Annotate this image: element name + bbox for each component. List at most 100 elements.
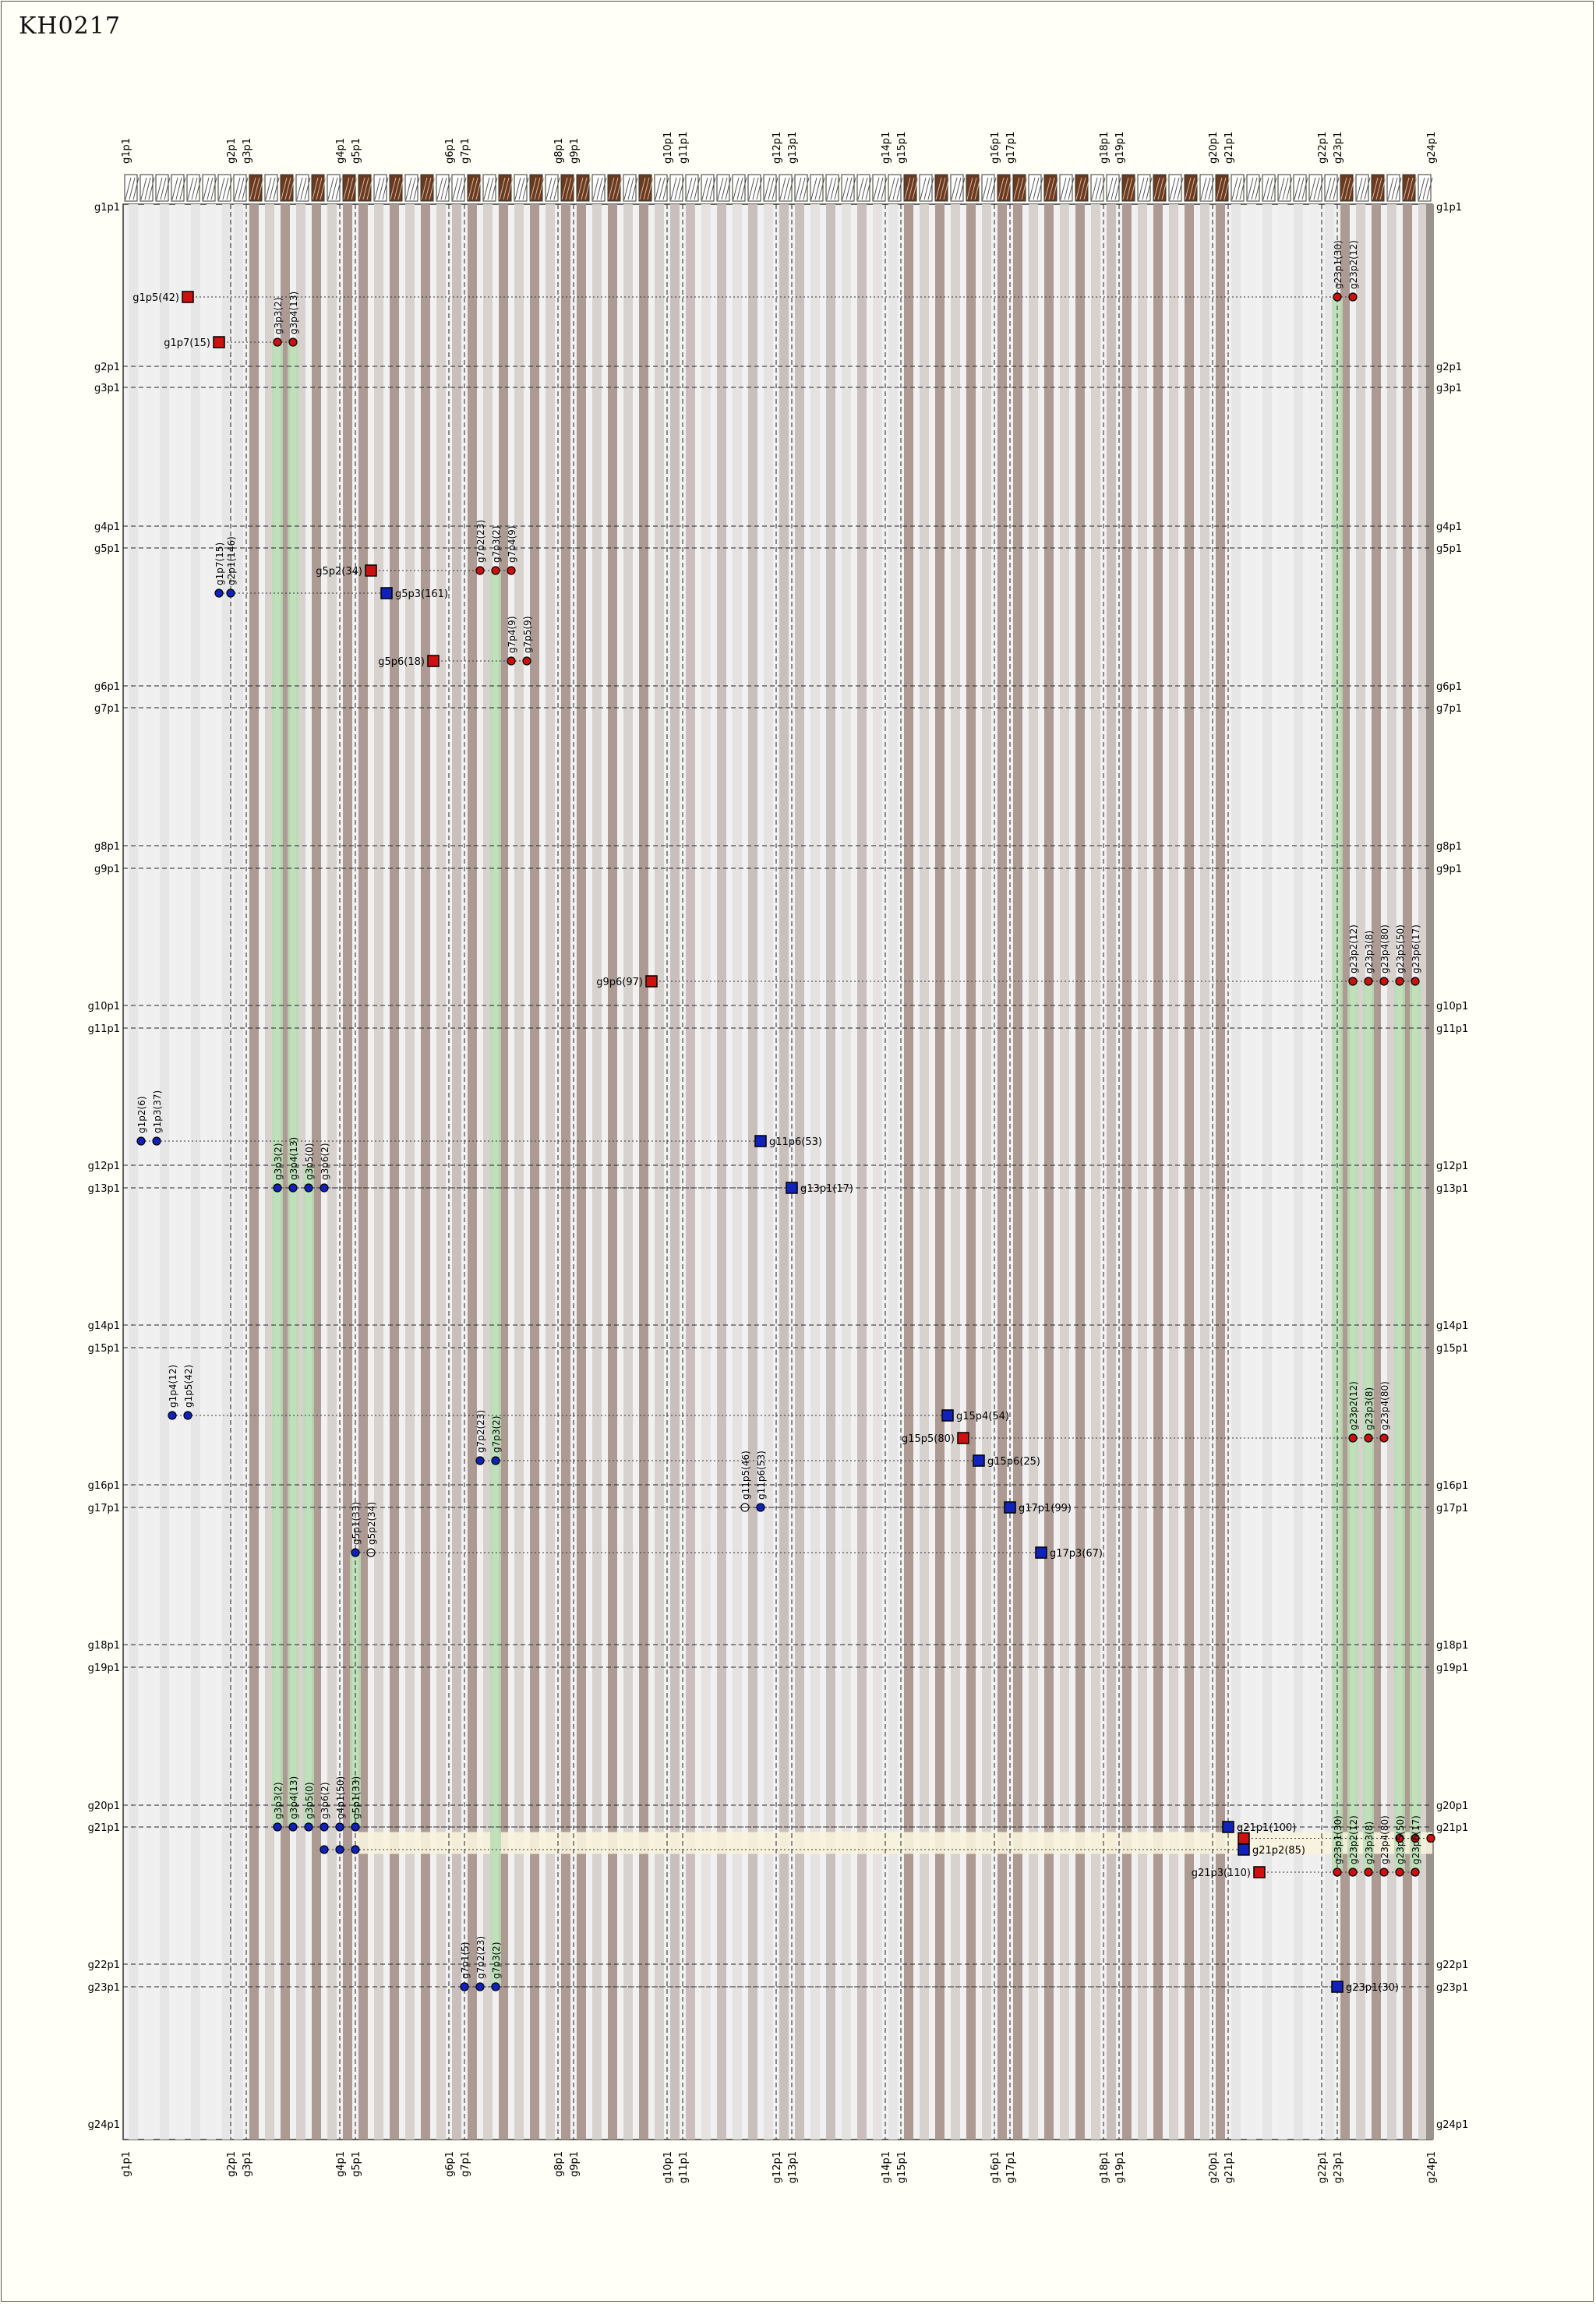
column-band: [249, 204, 259, 2140]
column-band: [904, 204, 913, 2140]
column-label-bottom: g2p1: [226, 2151, 238, 2177]
dot-marker: g4p1(50): [335, 1776, 346, 1832]
dot-marker: g23p2(12): [1348, 924, 1359, 986]
header-cell: [1340, 174, 1355, 202]
header-cell: [669, 174, 685, 202]
marker-label: g7p4(9): [507, 616, 517, 653]
column-band: [405, 204, 415, 2140]
column-band: [1247, 204, 1256, 2140]
column-band: [1185, 204, 1194, 2140]
row-label-right: g18p1: [1436, 1640, 1468, 1652]
dot-marker: g23p3(8): [1364, 1387, 1375, 1443]
row-label-left: g7p1: [94, 703, 120, 715]
header-cell: [591, 174, 607, 202]
marker-label: g1p7(15): [164, 337, 210, 349]
column-band: [234, 204, 243, 2140]
marker-label: g17p3(67): [1050, 1548, 1103, 1560]
column-label-top: g12p1: [772, 132, 783, 164]
column-label-top: g7p1: [460, 138, 471, 164]
marker-label: g2p1(146): [226, 536, 237, 585]
dot-marker: g23p5(50): [1395, 1815, 1406, 1877]
header-cell: [389, 174, 404, 202]
header-cell: [607, 174, 623, 202]
row-label-left: g2p1: [94, 362, 120, 373]
marker-label: g1p2(6): [136, 1096, 147, 1133]
header-cell: [1184, 174, 1199, 202]
column-band: [951, 204, 960, 2140]
row-label-right: g3p1: [1436, 383, 1462, 394]
header-cell: [810, 174, 825, 202]
square-marker: [1238, 1832, 1250, 1845]
dot-marker: [320, 1845, 329, 1854]
row-label-left: g20p1: [88, 1800, 120, 1812]
column-band: [795, 204, 804, 2140]
header-cell: [872, 174, 888, 202]
dot-marker: g23p6(17): [1411, 1815, 1421, 1877]
row-label-left: g24p1: [88, 2119, 120, 2131]
dot-marker: g23p3(8): [1364, 931, 1375, 986]
header-cell: [747, 174, 763, 202]
column-band: [1262, 204, 1272, 2140]
square-marker: g17p1(99): [1004, 1501, 1072, 1514]
dot-marker: g23p4(80): [1379, 924, 1390, 986]
marker-label: g23p4(80): [1379, 1815, 1390, 1864]
column-band: [390, 204, 399, 2140]
column-band: [561, 204, 570, 2140]
column-band: [982, 204, 991, 2140]
dot-marker: g7p1(5): [460, 1942, 471, 1991]
column-band: [764, 204, 773, 2140]
marker-label: g23p2(12): [1348, 1381, 1359, 1430]
marker-label: g3p3(2): [273, 1143, 284, 1180]
plot-area: [122, 203, 1433, 2140]
column-label-bottom: g15p1: [896, 2151, 908, 2183]
row-label-right: g9p1: [1436, 864, 1462, 875]
column-label-bottom: g4p1: [335, 2151, 347, 2177]
header-cell: [685, 174, 701, 202]
green-track: [1332, 297, 1343, 1872]
column-band: [873, 204, 882, 2140]
marker-label: g21p2(85): [1252, 1845, 1305, 1857]
marker-label: g23p1(30): [1346, 1982, 1399, 1994]
row-label-right: g15p1: [1436, 1343, 1468, 1355]
column-band: [1013, 204, 1022, 2140]
column-label-top: g8p1: [553, 138, 565, 164]
column-label-bottom: g9p1: [569, 2151, 581, 2177]
marker-label: g7p2(23): [475, 1936, 486, 1979]
header-cell: [919, 174, 934, 202]
square-marker: g21p1(100): [1222, 1821, 1296, 1834]
square-marker: g13p1(17): [786, 1182, 853, 1195]
dot-marker: g2p1(146): [226, 536, 237, 598]
row-label-right: g17p1: [1436, 1503, 1468, 1514]
column-band: [1107, 204, 1116, 2140]
dot-marker: g1p4(12): [168, 1365, 178, 1420]
axis-labels: g1p1 g1p1 g1p1 g1p1 g2p1 g2p1 g2p1 g2p1 g3p1 g3p1…: [88, 132, 1469, 2184]
column-label-top: g14p1: [881, 132, 892, 164]
column-band: [514, 204, 524, 2140]
header-cell: [856, 174, 872, 202]
row-label-left: g17p1: [88, 1503, 120, 1514]
row-label-right: g14p1: [1436, 1320, 1468, 1332]
marker-connectors: [141, 296, 1431, 1988]
column-band: [686, 204, 695, 2140]
dot-marker: g7p3(2): [491, 525, 502, 575]
marker-label: g11p6(53): [769, 1136, 822, 1148]
row-label-right: g1p1: [1436, 202, 1462, 214]
header-cell: [966, 174, 981, 202]
dot-marker: g23p4(80): [1379, 1815, 1390, 1877]
column-label-top: g16p1: [990, 132, 1001, 164]
dot-marker: g5p2(34): [366, 1502, 377, 1557]
row-label-right: g5p1: [1436, 543, 1462, 555]
column-label-bottom: g6p1: [444, 2151, 456, 2177]
marker-label: g5p1(33): [351, 1502, 362, 1545]
dot-marker: g11p5(46): [740, 1451, 751, 1512]
column-band: [888, 204, 898, 2140]
row-label-left: g16p1: [88, 1480, 120, 1492]
markers: g1p5(42) g1p7(15) g3p3(2) g3p4(13) g23p1(30)…: [132, 240, 1435, 1994]
marker-label: g11p5(46): [740, 1451, 751, 1500]
column-label-top: g10p1: [662, 132, 674, 164]
highlight-band: [355, 1832, 1432, 1854]
marker-label: g7p2(23): [475, 1410, 486, 1453]
column-label-bottom: g24p1: [1426, 2151, 1438, 2183]
square-marker: g9p6(97): [596, 975, 658, 988]
